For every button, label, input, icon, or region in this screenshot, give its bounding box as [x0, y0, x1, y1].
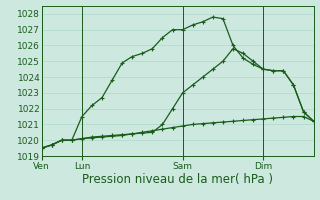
X-axis label: Pression niveau de la mer( hPa ): Pression niveau de la mer( hPa ): [82, 173, 273, 186]
